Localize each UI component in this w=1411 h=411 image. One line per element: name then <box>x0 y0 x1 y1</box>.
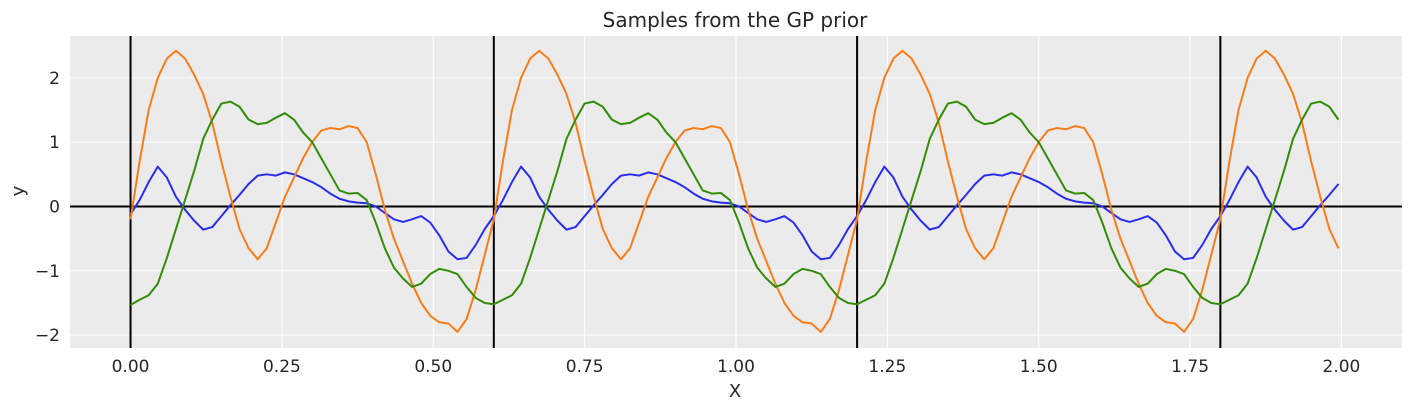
x-tick-label: 0.50 <box>414 357 452 377</box>
series-line-3 <box>130 100 1340 306</box>
x-tick-label: 0.00 <box>112 357 150 377</box>
x-tick-label: 2.00 <box>1323 357 1361 377</box>
x-tick-label: 1.75 <box>1171 357 1209 377</box>
x-tick-label: 1.50 <box>1020 357 1058 377</box>
x-tick-label: 1.25 <box>868 357 906 377</box>
series-line-2 <box>129 49 1340 333</box>
x-tick-label: 0.25 <box>263 357 301 377</box>
y-tick-label: −1 <box>35 262 60 282</box>
y-axis-label: y <box>8 185 29 196</box>
y-tick-label: −2 <box>35 326 60 346</box>
chart-title: Samples from the GP prior <box>603 8 868 32</box>
series-layer <box>129 49 1340 333</box>
x-axis-label: X <box>729 381 741 402</box>
reference-lines <box>70 36 1402 348</box>
series-line-1 <box>129 165 1340 261</box>
y-tick-label: 0 <box>49 197 60 217</box>
tick-labels: 0.00 0.25 0.50 0.75 1.00 1.25 1.50 1.75 2.00 −2 −1… <box>35 69 1360 377</box>
grid-lines <box>70 36 1402 348</box>
x-tick-label: 1.00 <box>717 357 755 377</box>
y-tick-label: 1 <box>49 133 60 153</box>
x-tick-label: 0.75 <box>566 357 604 377</box>
y-tick-label: 2 <box>49 69 60 89</box>
